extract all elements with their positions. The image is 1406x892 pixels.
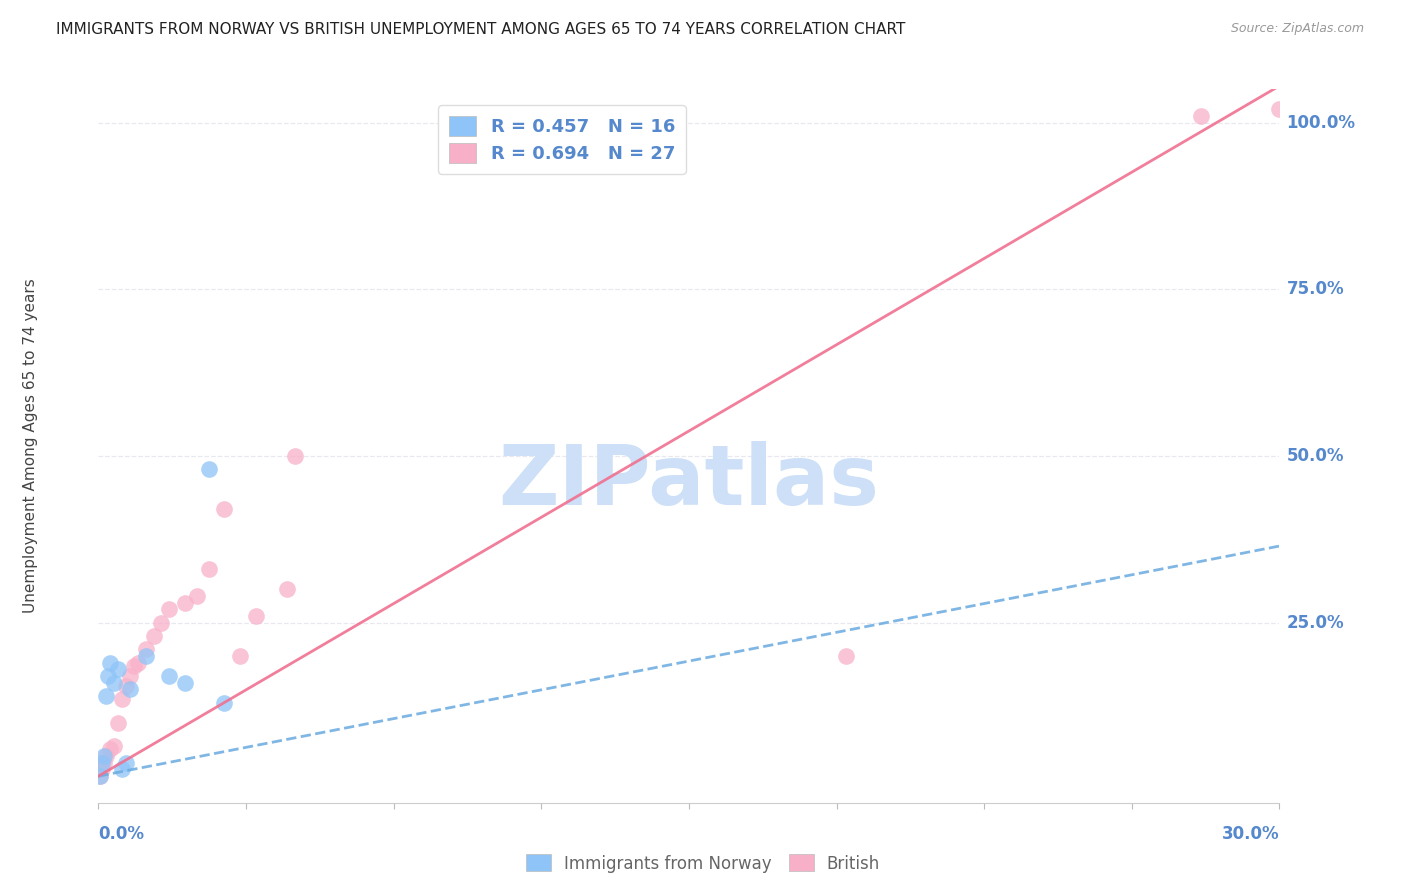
Point — [127, 656, 149, 670]
Point — [96, 689, 118, 703]
Point — [245, 609, 267, 624]
Text: Source: ZipAtlas.com: Source: ZipAtlas.com — [1230, 22, 1364, 36]
Point — [122, 659, 145, 673]
Point — [91, 756, 114, 770]
Point — [97, 669, 120, 683]
Text: 25.0%: 25.0% — [1286, 614, 1344, 632]
Point — [118, 682, 141, 697]
Point — [107, 662, 129, 676]
Point — [186, 589, 208, 603]
Point — [93, 756, 115, 770]
Legend: R = 0.457   N = 16, R = 0.694   N = 27: R = 0.457 N = 16, R = 0.694 N = 27 — [439, 105, 686, 174]
Point — [1189, 109, 1212, 123]
Point — [142, 629, 165, 643]
Point — [115, 756, 138, 770]
Point — [276, 582, 298, 597]
Text: IMMIGRANTS FROM NORWAY VS BRITISH UNEMPLOYMENT AMONG AGES 65 TO 74 YEARS CORRELA: IMMIGRANTS FROM NORWAY VS BRITISH UNEMPL… — [56, 22, 905, 37]
Point — [111, 763, 134, 777]
Text: 50.0%: 50.0% — [1286, 447, 1344, 465]
Point — [135, 649, 157, 664]
Point — [89, 769, 111, 783]
Point — [197, 562, 219, 576]
Point — [835, 649, 858, 664]
Point — [174, 675, 197, 690]
Point — [118, 669, 141, 683]
Point — [214, 696, 236, 710]
Point — [174, 596, 197, 610]
Text: 0.0%: 0.0% — [98, 825, 145, 843]
Point — [89, 769, 111, 783]
Point — [98, 656, 121, 670]
Text: 75.0%: 75.0% — [1286, 280, 1344, 298]
Text: 100.0%: 100.0% — [1286, 113, 1355, 131]
Point — [103, 739, 125, 753]
Point — [135, 642, 157, 657]
Point — [107, 715, 129, 730]
Point — [103, 675, 125, 690]
Point — [197, 462, 219, 476]
Legend: Immigrants from Norway, British: Immigrants from Norway, British — [519, 847, 887, 880]
Point — [111, 692, 134, 706]
Point — [96, 749, 118, 764]
Point — [1268, 102, 1291, 116]
Text: ZIPatlas: ZIPatlas — [499, 442, 879, 522]
Text: 30.0%: 30.0% — [1222, 825, 1279, 843]
Point — [93, 749, 115, 764]
Point — [98, 742, 121, 756]
Point — [115, 679, 138, 693]
Point — [91, 763, 114, 777]
Text: Unemployment Among Ages 65 to 74 years: Unemployment Among Ages 65 to 74 years — [24, 278, 38, 614]
Point — [157, 669, 180, 683]
Point — [150, 615, 173, 630]
Point — [229, 649, 252, 664]
Point — [214, 502, 236, 516]
Point — [157, 602, 180, 616]
Point — [284, 449, 307, 463]
